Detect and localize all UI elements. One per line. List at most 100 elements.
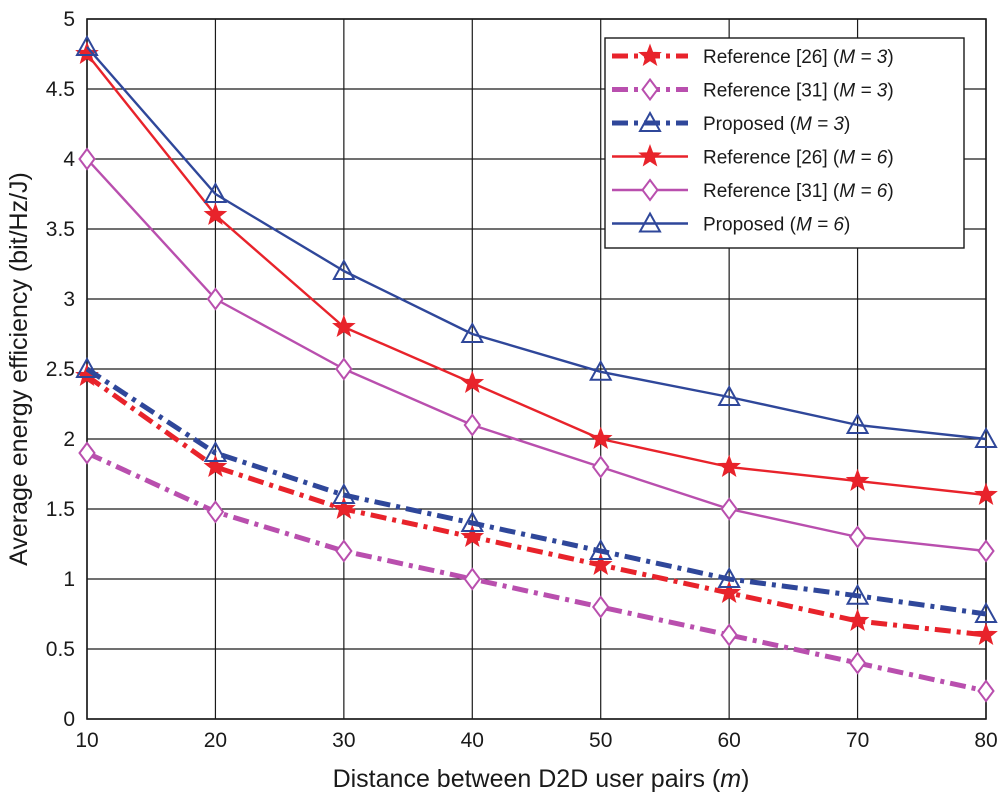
data-point-proposed-m3 [717,566,741,588]
x-axis-label-main: Distance between D2D user pairs ( [333,765,721,793]
data-point-ref26-m6 [717,454,741,478]
data-point-ref26-m3 [845,608,870,632]
y-tick-label: 4 [63,148,75,171]
legend-entry-proposed-m3: Proposed (M = 3) [612,110,850,135]
x-tick-label: 50 [589,729,612,752]
legend-marker-proposed-m6 [638,211,662,233]
x-axis-label: Distance between D2D user pairs (m) [333,765,750,793]
data-point-ref31-m6 [78,147,96,171]
x-tick-label: 60 [717,729,740,752]
data-point-ref31-m6 [591,455,610,479]
data-point-proposed-m6 [460,321,484,343]
data-point-proposed-m3 [974,601,998,623]
series-ref31-m6 [78,147,995,563]
series-line-ref26-m3 [85,373,987,638]
y-tick-label: 1 [63,568,75,591]
data-point-proposed-m6 [75,34,99,56]
data-point-ref26-m6 [460,370,485,394]
data-point-ref31-m3 [591,595,610,619]
series-proposed-m6 [75,34,998,448]
data-point-ref26-m3 [717,580,741,604]
legend-entry-ref26-m3: Reference [26] (M = 3) [612,43,894,68]
legend-box [604,37,965,249]
data-point-ref31-m6 [848,525,867,549]
y-tick-label: 2 [63,428,75,451]
data-point-ref26-m3 [588,552,613,576]
legend-label-ref31-m3: Reference [31] (M = 3) [703,81,894,102]
data-point-ref26-m6 [974,482,998,506]
legend-label-ref31-m6: Reference [31] (M = 6) [703,181,894,202]
data-point-ref31-m6 [463,413,482,437]
data-point-proposed-m6 [332,258,356,280]
data-point-ref26-m6 [332,314,356,338]
data-point-proposed-m6 [203,181,228,203]
y-tick-label: 3 [63,288,75,311]
legend-marker-ref26-m6 [638,144,662,167]
data-point-ref31-m6 [720,497,738,521]
data-point-proposed-m3 [460,510,484,532]
x-tick-label: 70 [846,729,869,752]
data-point-proposed-m3 [589,538,613,560]
data-point-proposed-m6 [717,384,741,406]
series-group [75,34,998,703]
data-point-ref26-m3 [460,524,485,548]
legend-marker-ref31-m6 [641,178,659,202]
data-point-ref31-m3 [848,651,867,675]
legend-entry-ref31-m6: Reference [31] (M = 6) [612,178,894,202]
series-ref26-m6 [75,41,998,506]
data-point-ref26-m6 [203,202,228,226]
data-point-ref26-m3 [203,454,228,478]
series-line-proposed-m3 [85,366,987,617]
y-tick-label: 3.5 [46,218,75,241]
legend-marker-ref26-m3 [638,43,662,67]
data-point-proposed-m3 [332,482,356,504]
y-tick-label: 4.5 [46,78,75,101]
x-tick-label: 40 [461,729,484,752]
data-point-ref31-m6 [977,539,995,563]
x-axis-label-close: ) [741,765,749,793]
y-tick-label: 5 [63,8,75,31]
legend-label-ref26-m6: Reference [26] (M = 6) [703,148,894,169]
y-tick-label: 1.5 [46,498,75,521]
legend-label-proposed-m3: Proposed (M = 3) [703,114,850,135]
legend-marker-proposed-m3 [638,110,662,132]
data-point-ref26-m6 [588,426,613,450]
x-tick-label: 10 [75,729,98,752]
data-point-ref31-m3 [78,441,96,465]
series-line-proposed-m6 [86,46,987,441]
tick-labels: 10 20 30 40 50 60 70 80 0 0.5 1 1.5 2 2.5 3 3.5 4 4.5 5 [46,8,998,752]
x-tick-label: 20 [204,729,227,752]
data-point-ref31-m3 [720,623,738,647]
y-tick-label: 2.5 [46,358,75,381]
data-point-ref26-m6 [845,468,870,492]
data-point-ref31-m6 [206,287,225,311]
y-tick-label: 0 [63,708,75,731]
series-ref26-m3 [75,363,998,646]
series-ref31-m3 [78,441,995,703]
legend: Reference [26] (M = 3) Reference [31] (M … [604,37,965,249]
data-point-ref31-m3 [463,567,482,591]
x-axis-label-unit: m [720,765,741,793]
legend-label-proposed-m6: Proposed (M = 6) [703,215,850,236]
legend-entry-proposed-m6: Proposed (M = 6) [612,211,850,236]
data-point-proposed-m3 [845,583,870,605]
legend-label-ref26-m3: Reference [26] (M = 3) [703,47,894,68]
data-point-proposed-m6 [974,426,998,448]
x-tick-label: 30 [332,729,355,752]
data-point-ref26-m3 [974,622,998,646]
data-point-proposed-m3 [75,356,99,378]
legend-marker-ref31-m3 [641,77,659,102]
series-proposed-m3 [75,356,998,623]
series-line-ref31-m3 [85,450,987,694]
data-point-proposed-m3 [203,440,228,462]
data-point-ref31-m3 [206,500,225,524]
legend-entry-ref31-m3: Reference [31] (M = 3) [612,77,894,102]
x-tick-label: 80 [974,729,997,752]
data-point-ref26-m3 [332,496,356,520]
series-line-ref31-m6 [86,158,987,553]
legend-entry-ref26-m6: Reference [26] (M = 6) [612,144,894,169]
data-point-ref31-m3 [335,539,353,563]
data-point-ref31-m3 [977,679,995,703]
data-point-ref31-m6 [335,357,353,381]
y-axis-label: Average energy efficiency (bit/Hz/J) [5,172,33,566]
